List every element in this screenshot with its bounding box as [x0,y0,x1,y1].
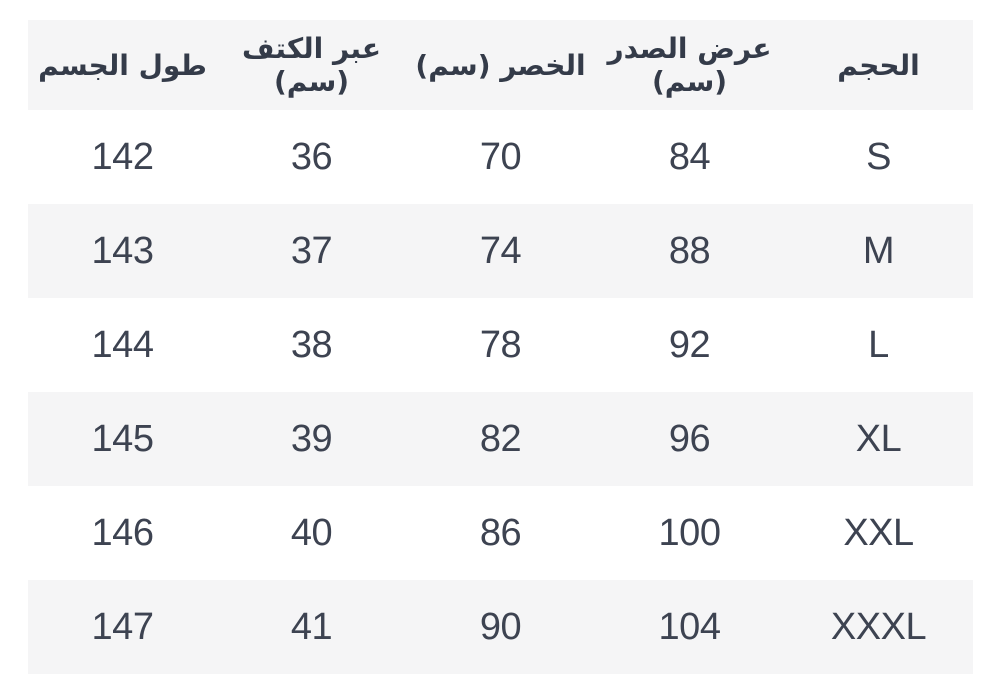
table-row-xxxl: XXXL 104 90 41 147 [28,580,973,674]
size-chart-table: الحجم عرض الصدر (سم) الخصر (سم) عبر الكتف (… [28,20,973,674]
column-header-waist: الخصر (سم) [415,48,586,82]
column-header-shoulder: عبر الكتف (سم) [242,32,381,98]
cell-size: XXL [843,511,914,554]
cell-length: 147 [91,605,154,648]
cell-size: XL [855,417,902,460]
cell-waist: 90 [479,605,522,648]
cell-chest: 100 [658,511,721,554]
size-chart-body: S 84 70 36 142 M 88 74 37 143 L 92 78 38 144 XL 96 82 39 14… [28,110,973,674]
table-row-s: S 84 70 36 142 [28,110,973,204]
size-chart-container: الحجم عرض الصدر (سم) الخصر (سم) عبر الكتف (… [28,20,973,674]
table-row-xxl: XXL 100 86 40 146 [28,486,973,580]
cell-chest: 92 [668,323,711,366]
size-chart-header: الحجم عرض الصدر (سم) الخصر (سم) عبر الكتف (… [28,20,973,110]
cell-waist: 86 [479,511,522,554]
cell-size: XXXL [830,605,927,648]
column-header-chest: عرض الصدر (سم) [607,32,772,98]
cell-shoulder: 41 [290,605,333,648]
cell-shoulder: 38 [290,323,333,366]
table-row-l: L 92 78 38 144 [28,298,973,392]
cell-length: 142 [91,135,154,178]
cell-waist: 70 [479,135,522,178]
cell-waist: 74 [479,229,522,272]
column-header-length: طول الجسم [38,48,207,82]
table-row-xl: XL 96 82 39 145 [28,392,973,486]
cell-length: 145 [91,417,154,460]
table-row-m: M 88 74 37 143 [28,204,973,298]
cell-chest: 104 [658,605,721,648]
cell-length: 144 [91,323,154,366]
cell-length: 146 [91,511,154,554]
cell-length: 143 [91,229,154,272]
header-row: الحجم عرض الصدر (سم) الخصر (سم) عبر الكتف (… [28,20,973,110]
cell-waist: 82 [479,417,522,460]
cell-waist: 78 [479,323,522,366]
cell-shoulder: 39 [290,417,333,460]
cell-shoulder: 37 [290,229,333,272]
cell-size: S [866,135,891,178]
cell-chest: 88 [668,229,711,272]
column-header-size: الحجم [837,48,920,82]
cell-shoulder: 36 [290,135,333,178]
cell-chest: 84 [668,135,711,178]
cell-shoulder: 40 [290,511,333,554]
cell-chest: 96 [668,417,711,460]
cell-size: L [868,323,889,366]
cell-size: M [862,229,895,272]
